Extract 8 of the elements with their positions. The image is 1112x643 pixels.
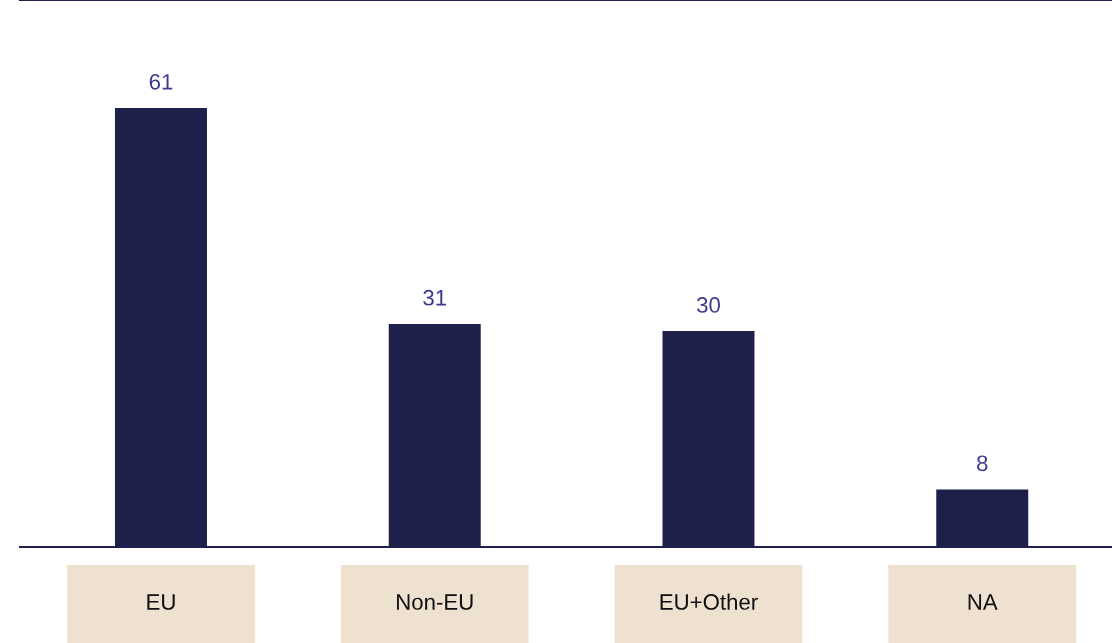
x-tick-label: EU+Other [660,593,758,610]
data-label: 30 [696,297,720,313]
data-label: 8 [977,455,988,472]
x-tick-label: EU [147,594,175,610]
data-label: 61 [149,73,173,90]
x-tick-label: NA [968,594,998,610]
x-tick-label: Non-EU [397,594,473,610]
data-label: 31 [423,289,447,306]
